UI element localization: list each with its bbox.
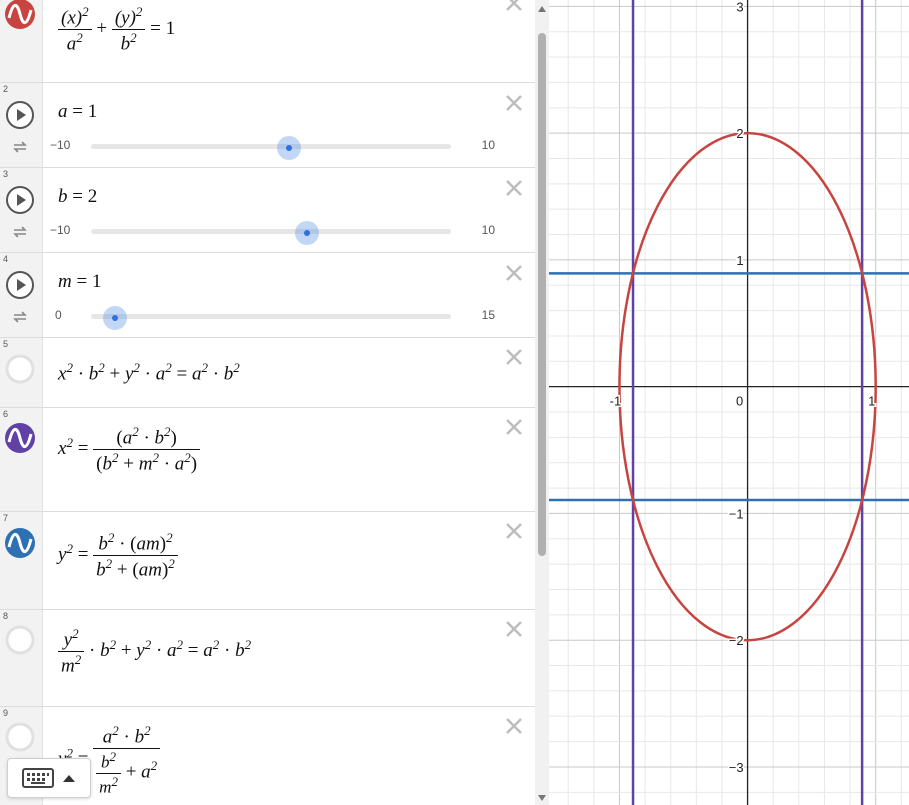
scroll-up-arrow-icon[interactable] <box>538 6 546 12</box>
expression-6[interactable]: 6 x2 = (a2 · b2) (b2 + m2 · a2) <box>0 408 535 512</box>
close-icon[interactable] <box>503 715 525 737</box>
expression-index: 8 <box>3 611 9 621</box>
expression-7[interactable]: 7 y2 = b2 · (am)2 b2 + (am)2 <box>0 512 535 610</box>
keyboard-icon <box>22 768 54 788</box>
y-tick-label: 2 <box>736 126 743 141</box>
blue-wave-icon[interactable] <box>4 527 36 559</box>
close-icon[interactable] <box>503 416 525 438</box>
keyboard-toggle-button[interactable] <box>7 758 91 798</box>
slider-thumb[interactable] <box>277 136 301 160</box>
close-icon[interactable] <box>503 346 525 368</box>
y-tick-label: −1 <box>729 506 744 521</box>
x-tick-label: -1 <box>610 394 622 409</box>
x-tick-label: 1 <box>868 394 875 409</box>
scrollbar-thumb[interactable] <box>538 33 546 556</box>
slider-max: 15 <box>481 308 495 322</box>
expression-list: (x)2 a2 + (y)2 b2 = 1 2 a = 1 −10 10 3 b =… <box>0 0 535 805</box>
slider-thumb[interactable] <box>295 221 319 245</box>
expression-list-scrollbar[interactable] <box>535 0 549 805</box>
expression-index: 7 <box>3 513 9 523</box>
expression-index: 6 <box>3 409 9 419</box>
y-tick-label: 3 <box>736 0 743 14</box>
slider-track[interactable] <box>91 221 451 245</box>
expression-gutter: 8 <box>0 610 43 706</box>
close-icon[interactable] <box>503 177 525 199</box>
expression-gutter <box>0 0 43 82</box>
slider-a-label: a = 1 <box>58 101 98 122</box>
close-icon[interactable] <box>503 520 525 542</box>
expression-5-math: x2 · b2 + y2 · a2 = a2 · b2 <box>58 360 240 385</box>
repeat-icon[interactable] <box>10 307 30 327</box>
expression-2[interactable]: 2 a = 1 −10 10 <box>0 83 535 168</box>
scroll-down-arrow-icon[interactable] <box>538 795 546 801</box>
expression-gutter: 5 <box>0 338 43 407</box>
purple-wave-icon[interactable] <box>4 422 36 454</box>
expression-gutter: 6 <box>0 408 43 511</box>
expression-3[interactable]: 3 b = 2 −10 10 <box>0 168 535 253</box>
slider-m[interactable]: 0 15 <box>50 306 495 330</box>
expression-1[interactable]: (x)2 a2 + (y)2 b2 = 1 <box>0 0 535 83</box>
slider-a[interactable]: −10 10 <box>50 136 495 160</box>
graph-paper[interactable]: 3 2 1 −1 −2 −3 -1 0 1 <box>549 0 909 805</box>
slider-max: 10 <box>481 223 495 237</box>
hidden-graph-icon[interactable] <box>4 624 36 656</box>
expression-index: 4 <box>3 254 9 264</box>
expression-8-math: y2 m2 · b2 + y2 · a2 = a2 · b2 <box>58 626 251 678</box>
y-tick-label: −2 <box>729 633 744 648</box>
red-wave-icon[interactable] <box>4 0 36 30</box>
slider-min: −10 <box>50 138 71 152</box>
slider-min: 0 <box>55 308 62 322</box>
slider-max: 10 <box>481 138 495 152</box>
play-icon[interactable] <box>4 269 36 301</box>
close-icon[interactable] <box>503 262 525 284</box>
expression-gutter: 7 <box>0 512 43 609</box>
ellipse-equation: (x)2 a2 + (y)2 b2 = 1 <box>58 4 175 56</box>
expression-index: 2 <box>3 84 9 94</box>
caret-up-icon <box>63 775 75 782</box>
x-tick-label: 0 <box>736 394 743 409</box>
close-icon[interactable] <box>503 92 525 114</box>
expression-4[interactable]: 4 m = 1 0 15 <box>0 253 535 338</box>
expression-gutter: 3 <box>0 168 43 252</box>
slider-b-label: b = 2 <box>58 186 98 207</box>
slider-min: −10 <box>50 223 71 237</box>
slider-m-label: m = 1 <box>58 271 102 292</box>
expression-gutter: 2 <box>0 83 43 167</box>
hidden-graph-icon[interactable] <box>4 721 36 753</box>
slider-track[interactable] <box>91 136 451 160</box>
expression-6-math: x2 = (a2 · b2) (b2 + m2 · a2) <box>58 424 201 476</box>
expression-index: 9 <box>3 708 9 718</box>
repeat-icon[interactable] <box>10 137 30 157</box>
expression-5[interactable]: 5 x2 · b2 + y2 · a2 = a2 · b2 <box>0 338 535 408</box>
y-tick-label: 1 <box>736 253 743 268</box>
expression-index: 5 <box>3 339 9 349</box>
hidden-graph-icon[interactable] <box>4 353 36 385</box>
close-icon[interactable] <box>503 618 525 640</box>
slider-b[interactable]: −10 10 <box>50 221 495 245</box>
play-icon[interactable] <box>4 184 36 216</box>
play-icon[interactable] <box>4 99 36 131</box>
y-tick-label: −3 <box>729 760 744 775</box>
slider-thumb[interactable] <box>103 306 127 330</box>
slider-track[interactable] <box>91 306 451 330</box>
expression-8[interactable]: 8 y2 m2 · b2 + y2 · a2 = a2 · b2 <box>0 610 535 707</box>
red-ellipse <box>618 131 877 642</box>
expression-index: 3 <box>3 169 9 179</box>
expression-7-math: y2 = b2 · (am)2 b2 + (am)2 <box>58 530 178 582</box>
expression-gutter: 4 <box>0 253 43 337</box>
repeat-icon[interactable] <box>10 222 30 242</box>
close-icon[interactable] <box>503 0 525 14</box>
